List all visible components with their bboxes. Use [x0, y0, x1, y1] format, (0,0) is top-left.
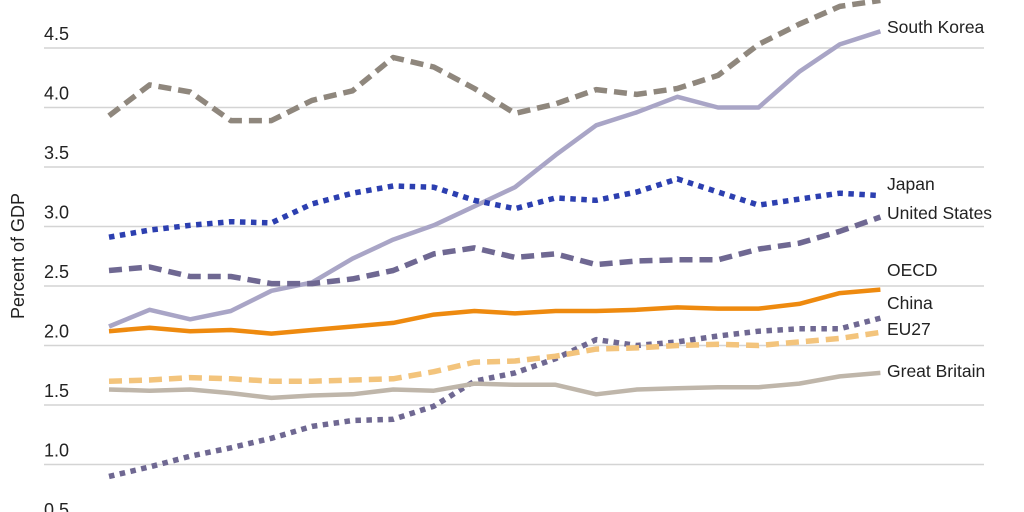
series-line-eu27	[108, 329, 881, 384]
y-axis-ticks: 0.5 1.0 1.5 2.0 2.5 3.0 3.5 4.0 4.5	[44, 24, 69, 512]
series-line-japan	[108, 176, 881, 240]
label-oecd: OECD	[887, 260, 938, 280]
label-great-britain: Great Britain	[887, 361, 985, 381]
label-south-korea: South Korea	[887, 17, 985, 37]
y-tick-label: 4.5	[44, 24, 69, 44]
y-tick-label: 1.5	[44, 381, 69, 401]
y-tick-label: 3.0	[44, 203, 69, 223]
series-line-south-korea	[108, 29, 882, 329]
series-lines	[107, 0, 882, 480]
y-axis-label: Percent of GDP	[8, 193, 28, 319]
y-tick-label: 0.5	[44, 500, 69, 512]
series-line-great-britain	[108, 370, 881, 401]
series-line-united-states	[108, 214, 882, 287]
label-china: China	[887, 293, 933, 313]
y-tick-label: 2.5	[44, 262, 69, 282]
label-japan: Japan	[887, 174, 935, 194]
series-line-china	[108, 315, 882, 480]
label-united-states: United States	[887, 203, 992, 223]
y-tick-label: 3.5	[44, 143, 69, 163]
y-tick-label: 1.0	[44, 441, 69, 461]
y-tick-label: 4.0	[44, 84, 69, 104]
label-eu27: EU27	[887, 319, 931, 339]
y-tick-label: 2.0	[44, 322, 69, 342]
series-labels: South Korea Japan United States OECD China EU…	[887, 17, 992, 381]
series-line-oecd	[108, 287, 881, 336]
series-line-unlabeled-0	[107, 0, 881, 124]
gridlines	[44, 47, 984, 466]
